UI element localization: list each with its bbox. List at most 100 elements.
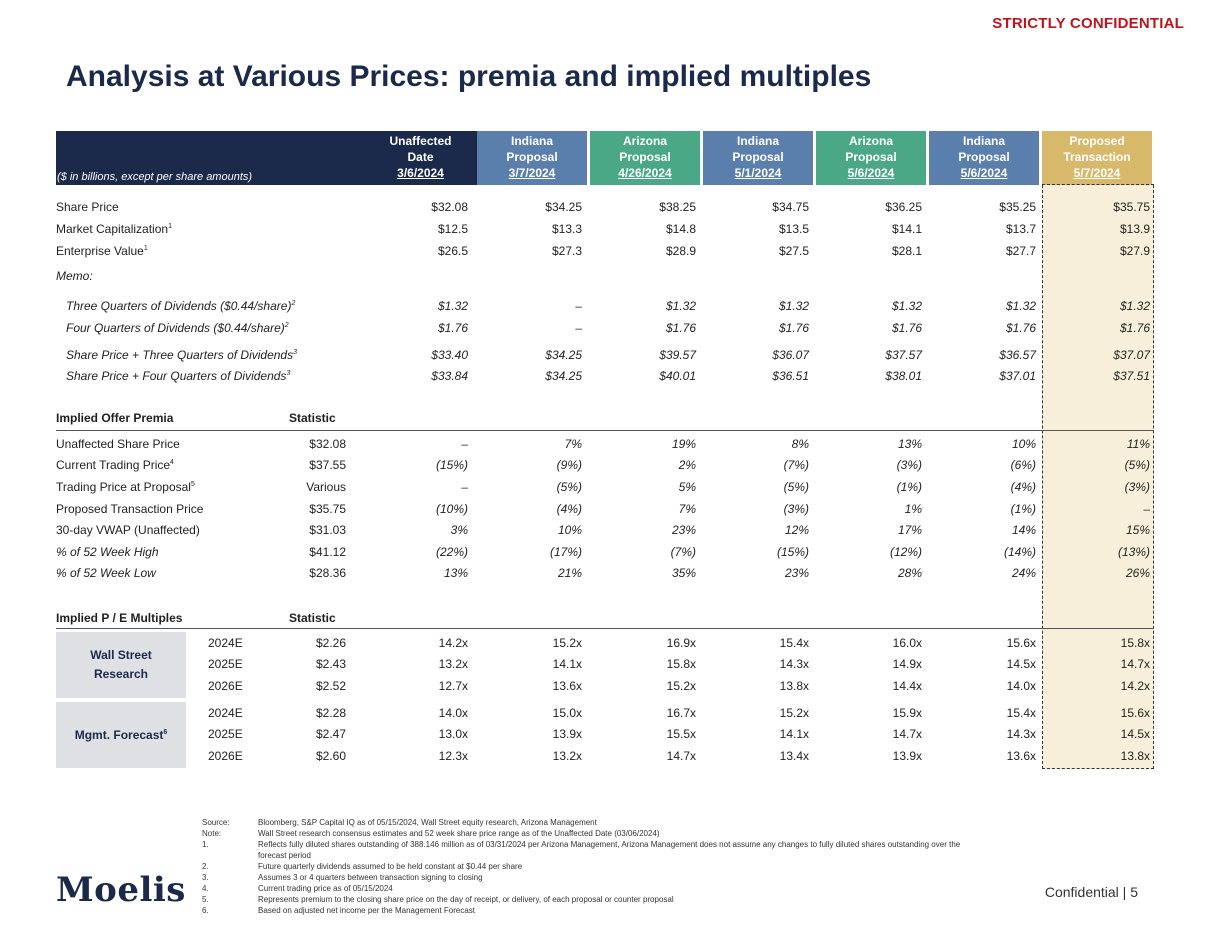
footnote-key: Note: [202, 829, 222, 838]
section-divider [56, 628, 1154, 629]
value-cell: 14.5x [1006, 657, 1036, 671]
units-note: ($ in billions, except per share amounts… [56, 131, 364, 185]
value-cell: $13.5 [778, 222, 809, 236]
value-cell: 7% [678, 502, 696, 516]
value-cell: 15.6x [1006, 636, 1036, 650]
footnote-marker: 1 [143, 245, 148, 252]
value-cell: $1.32 [778, 299, 809, 313]
value-cell: 14.2x [1120, 679, 1150, 693]
value-cell: $26.5 [437, 244, 468, 258]
value-cell: $27.3 [551, 244, 582, 258]
value-cell: 13.4x [779, 749, 809, 763]
premia-section-header: Implied Offer Premia [56, 411, 174, 425]
value-cell: (4%) [556, 502, 582, 516]
value-cell: 13.8x [1120, 749, 1150, 763]
row-label-text: Share Price + Three Quarters of Dividend… [66, 348, 294, 362]
value-cell: 11% [1126, 437, 1150, 451]
value-cell: (13%) [1117, 545, 1150, 559]
value-cell: 19% [671, 437, 696, 451]
column-header-line2: Proposal [958, 150, 1010, 164]
year-label: 2026E [208, 749, 243, 763]
value-cell: $1.76 [665, 321, 696, 335]
value-cell: $40.01 [659, 369, 696, 383]
value-cell: 14.3x [1006, 727, 1036, 741]
value-cell: $13.9 [1119, 222, 1150, 236]
value-cell: 2% [678, 458, 696, 472]
statistic-cell: $31.03 [309, 523, 346, 537]
value-cell: 15.0x [552, 706, 582, 720]
year-label: 2025E [208, 657, 243, 671]
row-label-text: Three Quarters of Dividends ($0.44/share… [66, 299, 292, 313]
footnote-text: Wall Street research consensus estimates… [258, 829, 660, 838]
column-header-date: 5/6/2024 [847, 166, 895, 180]
value-cell: (15%) [435, 458, 468, 472]
value-cell: $36.57 [999, 348, 1036, 362]
value-cell: (14%) [1003, 545, 1036, 559]
statistic-cell: $2.47 [315, 727, 346, 741]
value-cell: 15.2x [666, 679, 696, 693]
value-cell: 35% [671, 566, 696, 580]
value-cell: $33.40 [431, 348, 468, 362]
column-header-line1: Arizona [622, 134, 667, 148]
value-cell: 23% [671, 523, 696, 537]
value-cell: 13.8x [779, 679, 809, 693]
column-header: Indiana Proposal 5/6/2024 [929, 131, 1039, 185]
value-cell: $1.76 [437, 321, 468, 335]
value-cell: 16.0x [892, 636, 922, 650]
value-cell: 26% [1125, 566, 1150, 580]
row-label: Enterprise Value1 [56, 244, 148, 258]
value-cell: (5%) [556, 480, 582, 494]
footnote-key: 4. [202, 884, 209, 893]
footnote: 5. Represents premium to the closing shar… [202, 894, 674, 905]
row-label: 30-day VWAP (Unaffected) [56, 523, 200, 537]
statistic-cell: $35.75 [309, 502, 346, 516]
estimate-source-line1: Wall Street [90, 648, 152, 662]
value-cell: $1.32 [1119, 299, 1150, 313]
value-cell: 28% [897, 566, 922, 580]
row-label: % of 52 Week High [56, 545, 159, 559]
value-cell: $1.32 [1005, 299, 1036, 313]
value-cell: – [575, 299, 582, 313]
column-header-line2: Proposal [845, 150, 897, 164]
year-label: 2025E [208, 727, 243, 741]
value-cell: $33.84 [431, 369, 468, 383]
value-cell: – [1143, 502, 1150, 516]
row-label: Share Price + Four Quarters of Dividends… [66, 369, 290, 383]
value-cell: 12.3x [438, 749, 468, 763]
footnote: 2. Future quarterly dividends assumed to … [202, 861, 522, 872]
value-cell: (3%) [896, 458, 922, 472]
estimate-source-box: Mgmt. Forecast6 [56, 702, 186, 768]
value-cell: 14.7x [1120, 657, 1150, 671]
value-cell: $36.07 [772, 348, 809, 362]
value-cell: $1.32 [665, 299, 696, 313]
value-cell: 14.4x [892, 679, 922, 693]
value-cell: (5%) [1124, 458, 1150, 472]
statistic-cell: $2.43 [315, 657, 346, 671]
footnote-text: Assumes 3 or 4 quarters between transact… [258, 873, 483, 882]
value-cell: $37.01 [999, 369, 1036, 383]
value-cell: $14.1 [891, 222, 922, 236]
value-cell: $34.75 [772, 200, 809, 214]
value-cell: $37.07 [1113, 348, 1150, 362]
value-cell: (15%) [776, 545, 809, 559]
value-cell: 24% [1011, 566, 1036, 580]
value-cell: 15.2x [552, 636, 582, 650]
value-cell: 14.7x [666, 749, 696, 763]
column-header-line1: Indiana [510, 134, 553, 148]
row-label-text: % of 52 Week Low [56, 566, 156, 580]
value-cell: 15.4x [779, 636, 809, 650]
row-label: Trading Price at Proposal5 [56, 480, 195, 494]
footnote: Source: Bloomberg, S&P Capital IQ as of 0… [202, 817, 597, 828]
value-cell: – [575, 321, 582, 335]
column-header: Arizona Proposal 4/26/2024 [590, 131, 700, 185]
value-cell: (7%) [670, 545, 696, 559]
statistic-cell: $32.08 [309, 437, 346, 451]
footnote-text: forecast period [258, 851, 311, 860]
column-header-date: 3/6/2024 [397, 166, 444, 180]
value-cell: 1% [904, 502, 922, 516]
row-label-text: Share Price [56, 200, 119, 214]
value-cell: $28.9 [665, 244, 696, 258]
row-label-text: Current Trading Price [56, 458, 171, 472]
statistic-cell: $37.55 [309, 458, 346, 472]
statistic-cell: Various [306, 480, 346, 494]
